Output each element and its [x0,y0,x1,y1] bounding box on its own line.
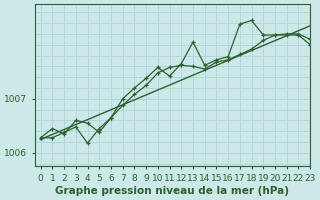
X-axis label: Graphe pression niveau de la mer (hPa): Graphe pression niveau de la mer (hPa) [55,186,290,196]
